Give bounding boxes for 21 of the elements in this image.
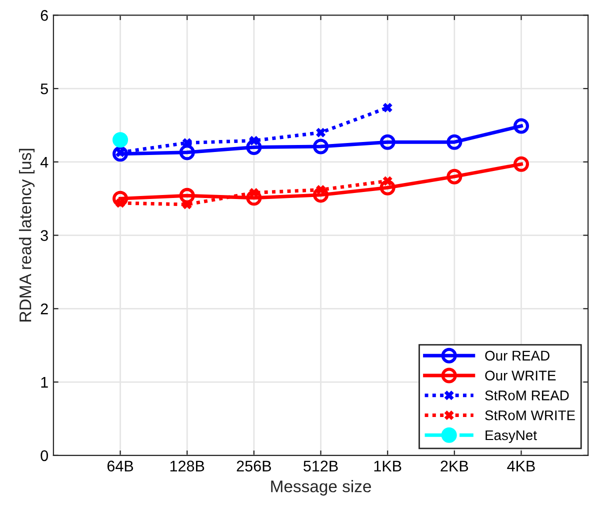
- legend-label: Our READ: [485, 350, 550, 361]
- x-tick-label: 64B: [107, 460, 134, 472]
- y-tick-label: 0: [40, 450, 48, 462]
- y-tick-label: 3: [40, 230, 48, 241]
- y-tick-label: 1: [41, 377, 48, 388]
- x-tick-label: 512B: [304, 460, 338, 472]
- legend-label: StRoM READ: [485, 390, 569, 400]
- x-tick-label: 2KB: [440, 460, 468, 472]
- legend-label: StRoM WRITE: [485, 410, 575, 420]
- x-tick-label: 128B: [170, 460, 204, 472]
- y-tick-label: 6: [40, 10, 48, 21]
- x-axis-title: Message size: [271, 480, 371, 496]
- y-axis-title: RDMA read latency [us]: [19, 148, 35, 322]
- x-tick-label: 256B: [236, 460, 271, 472]
- legend-label: Our WRITE: [485, 370, 556, 380]
- x-tick-label: 1KB: [374, 460, 402, 472]
- y-tick-label: 2: [40, 304, 48, 314]
- y-tick-label: 5: [40, 84, 48, 94]
- x-tick-label: 4KB: [507, 460, 535, 472]
- legend-label: EasyNet: [486, 430, 537, 443]
- y-tick-label: 4: [40, 156, 48, 168]
